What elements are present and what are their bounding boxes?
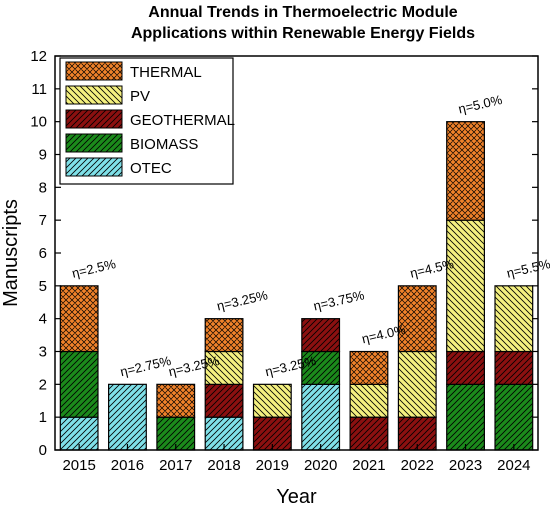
legend-item-biomass: BIOMASS xyxy=(65,133,198,153)
bar-pv xyxy=(397,350,437,418)
efficiency-label: η=3.75% xyxy=(312,287,366,313)
x-tick-label: 2016 xyxy=(111,457,144,474)
efficiency-label: η=2.75% xyxy=(119,353,173,379)
efficiency-label: η=2.5% xyxy=(70,256,117,281)
y-tick-label: 11 xyxy=(31,81,47,98)
bar-biomass xyxy=(156,416,196,451)
bar-otec xyxy=(108,383,147,451)
bar-thermal xyxy=(397,285,437,353)
efficiency-label: η=5.0% xyxy=(457,92,504,117)
y-tick-label: 9 xyxy=(39,147,47,164)
bar-thermal xyxy=(349,350,389,385)
y-tick-label: 3 xyxy=(39,344,47,361)
y-axis-label: Manuscripts xyxy=(0,199,22,307)
legend-item-thermal: THERMAL xyxy=(65,61,202,81)
efficiency-label: η=3.25% xyxy=(215,287,269,313)
bar-biomass xyxy=(301,350,341,385)
x-tick-label: 2015 xyxy=(62,457,95,474)
bar-thermal xyxy=(204,318,244,353)
x-tick-label: 2024 xyxy=(497,457,530,474)
x-tick-label: 2019 xyxy=(256,457,289,474)
bar-biomass xyxy=(494,383,534,451)
bar-geothermal xyxy=(446,350,485,385)
bar-pv xyxy=(252,383,292,418)
bar-otec xyxy=(301,383,341,451)
legend-item-otec: OTEC xyxy=(65,157,172,177)
x-tick-label: 2021 xyxy=(352,457,385,474)
bar-thermal xyxy=(59,285,99,353)
y-tick-label: 0 xyxy=(39,442,47,459)
bar-biomass xyxy=(59,350,99,418)
bar-pv xyxy=(446,219,485,353)
y-tick-label: 4 xyxy=(39,311,47,328)
y-tick-label: 12 xyxy=(30,48,47,65)
chart-title: Annual Trends in Thermoelectric Module Ap… xyxy=(131,4,475,42)
legend-label: PV xyxy=(130,88,150,105)
y-tick-label: 6 xyxy=(39,245,47,262)
x-tick-label: 2023 xyxy=(449,457,482,474)
bar-thermal xyxy=(446,121,485,221)
x-tick-label: 2020 xyxy=(304,457,337,474)
bar-pv xyxy=(204,350,244,385)
chart-title-line: Applications within Renewable Energy Fie… xyxy=(131,25,475,42)
legend-label: OTEC xyxy=(130,160,172,177)
legend-label: GEOTHERMAL xyxy=(130,112,235,129)
bar-otec xyxy=(59,416,99,451)
legend-label: BIOMASS xyxy=(130,136,198,153)
x-tick-label: 2022 xyxy=(401,457,434,474)
bar-geothermal xyxy=(204,383,244,418)
y-tick-label: 5 xyxy=(39,278,47,295)
bar-pv xyxy=(349,383,389,418)
legend: THERMAL PV GEOTHERMAL BIOMASS OTEC xyxy=(59,57,235,185)
bar-biomass xyxy=(446,383,485,451)
y-tick-label: 2 xyxy=(39,376,47,393)
bars xyxy=(59,121,534,451)
legend-item-pv: PV xyxy=(65,85,150,105)
x-tick-label: 2017 xyxy=(159,457,192,474)
legend-label: THERMAL xyxy=(130,64,202,81)
legend-item-geothermal: GEOTHERMAL xyxy=(65,109,235,129)
bar-pv xyxy=(494,285,534,353)
chart-title-line: Annual Trends in Thermoelectric Module xyxy=(148,4,457,21)
x-tick-label: 2018 xyxy=(207,457,240,474)
y-tick-label: 1 xyxy=(39,409,47,426)
efficiency-label: η=5.5% xyxy=(505,256,550,281)
y-tick-label: 10 xyxy=(30,114,47,131)
bar-geothermal xyxy=(494,350,534,385)
bar-thermal xyxy=(156,383,196,418)
bar-geothermal xyxy=(301,318,341,353)
y-tick-label: 8 xyxy=(39,179,47,196)
x-axis-label: Year xyxy=(276,486,317,508)
y-tick-label: 7 xyxy=(39,212,47,229)
